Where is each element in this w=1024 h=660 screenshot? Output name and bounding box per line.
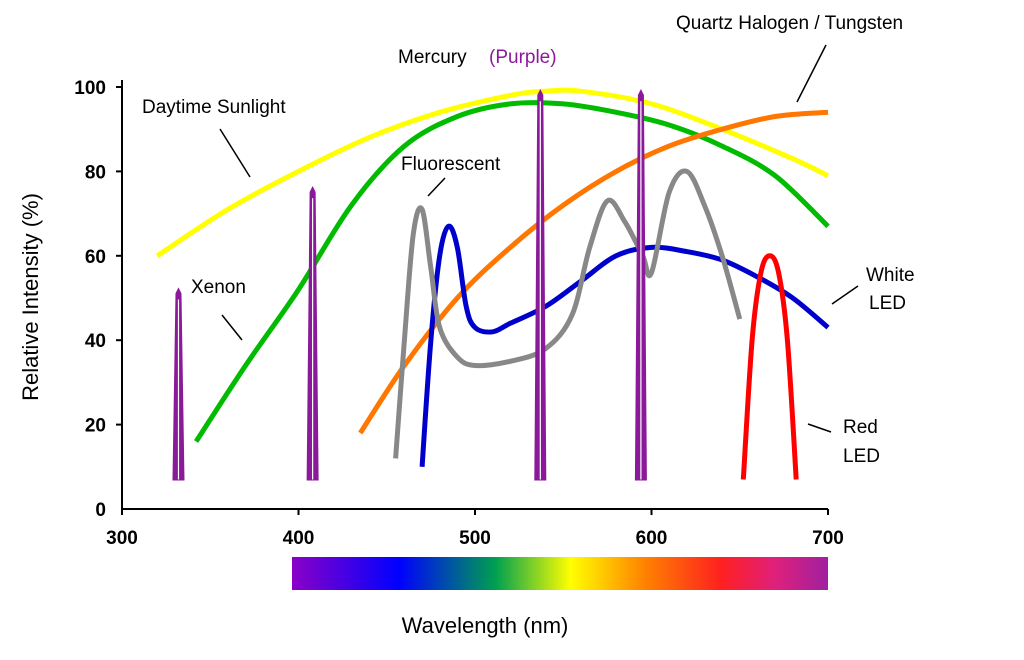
leader-xenon — [221, 314, 243, 341]
label-red-led-1: Red — [843, 417, 878, 438]
x-tick-label: 600 — [636, 528, 668, 549]
series-red-led — [740, 253, 799, 480]
series-xenon — [194, 100, 830, 443]
label-fluorescent: Fluorescent — [401, 154, 501, 175]
label-daytime-sunlight: Daytime Sunlight — [142, 97, 286, 118]
tick-layer: 0 20 40 60 80 100 300 400 500 600 700 — [74, 78, 844, 549]
series-white-led — [419, 223, 830, 467]
series-layer — [155, 87, 830, 481]
leader-red-led — [807, 423, 832, 433]
x-tick-label: 700 — [812, 528, 844, 549]
spectrum-bar — [292, 557, 828, 590]
y-tick-label: 40 — [85, 331, 106, 352]
y-tick-label: 80 — [85, 162, 106, 183]
leader-fluorescent — [427, 177, 446, 197]
label-white-led-1: White — [866, 265, 915, 286]
label-quartz-halogen: Quartz Halogen / Tungsten — [676, 13, 903, 34]
x-tick-label: 300 — [106, 528, 138, 549]
label-mercury-purple: (Purple) — [489, 47, 557, 68]
label-xenon: Xenon — [191, 277, 246, 298]
y-axis-title: Relative Intensity (%) — [18, 193, 43, 401]
label-white-led-2: LED — [869, 293, 906, 314]
y-tick-label: 60 — [85, 247, 106, 268]
y-tick-label: 20 — [85, 416, 106, 437]
leader-white-led — [831, 285, 859, 305]
y-tick-label: 0 — [95, 500, 106, 521]
leader-quartz-halogen — [796, 44, 827, 103]
x-tick-label: 400 — [283, 528, 315, 549]
x-tick-label: 500 — [459, 528, 491, 549]
series-quartz-halogen-tungsten — [358, 109, 829, 435]
leader-daytime-sunlight — [219, 128, 251, 178]
series-fluorescent — [393, 168, 743, 459]
label-mercury: Mercury — [398, 47, 467, 68]
x-axis-title: Wavelength (nm) — [402, 613, 569, 638]
y-tick-label: 100 — [74, 78, 106, 99]
label-red-led-2: LED — [843, 446, 880, 467]
